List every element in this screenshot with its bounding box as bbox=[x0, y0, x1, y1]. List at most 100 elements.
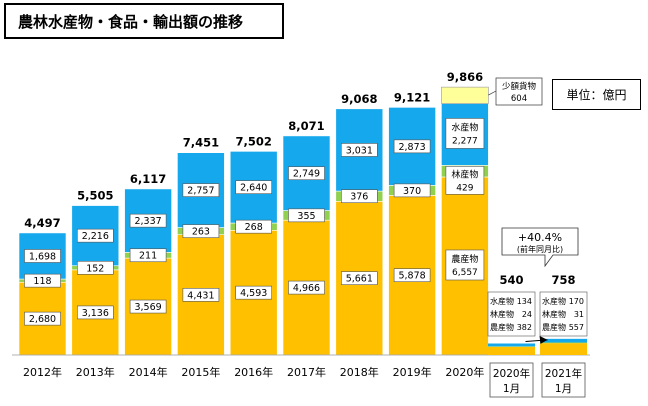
monthly-bar-forest bbox=[488, 346, 535, 347]
monthly-bar-fish bbox=[488, 343, 535, 347]
growth-percent-label: +40.4% bbox=[518, 231, 562, 244]
growth-sub-label: (前年同月比) bbox=[517, 244, 563, 254]
total-label: 7,451 bbox=[183, 136, 219, 150]
growth-arrow-head bbox=[539, 335, 548, 344]
monthly-series-name: 水産物 bbox=[490, 296, 514, 306]
value-label-fish: 2,873 bbox=[398, 142, 425, 153]
value-label-box bbox=[77, 305, 114, 320]
x-tick-label: 2019年 bbox=[393, 365, 432, 379]
x-tick-label: 2013年 bbox=[76, 365, 115, 379]
forest-2020-box bbox=[445, 166, 485, 195]
monthly-series-value: 382 bbox=[517, 323, 532, 332]
unit-label: 単位：億円 bbox=[552, 79, 641, 110]
monthly-bar-forest bbox=[540, 342, 587, 344]
small-cargo-leader bbox=[488, 90, 497, 96]
value-label-box bbox=[340, 271, 378, 285]
monthly-series-name: 農産物 bbox=[542, 322, 566, 332]
forest-2020-value: 429 bbox=[456, 183, 473, 193]
x-tick-label: 2012年 bbox=[23, 365, 62, 379]
monthly-series-name: 農産物 bbox=[490, 322, 514, 332]
total-label: 9,121 bbox=[394, 90, 430, 104]
total-label: 5,505 bbox=[77, 189, 113, 203]
value-label-fish: 2,337 bbox=[134, 216, 161, 227]
monthly-series-value: 557 bbox=[569, 323, 584, 332]
value-label-fish: 1,698 bbox=[29, 251, 56, 262]
value-label-fish: 2,216 bbox=[82, 231, 109, 242]
monthly-x-label-box bbox=[489, 362, 534, 398]
value-label-box bbox=[77, 260, 114, 275]
value-label-fish: 2,640 bbox=[240, 183, 267, 194]
chart-title: 農林水産物・食品・輸出額の推移 bbox=[4, 3, 284, 39]
growth-callout-bubble bbox=[501, 227, 579, 268]
value-label-box bbox=[288, 166, 325, 181]
x-tick-label: 2018年 bbox=[340, 365, 379, 379]
monthly-bar-fish bbox=[540, 338, 587, 343]
value-label-forest: 118 bbox=[33, 276, 51, 287]
monthly-series-name: 水産物 bbox=[542, 296, 566, 306]
small-cargo-value: 604 bbox=[511, 94, 527, 104]
monthly-x-label-month: 1月 bbox=[503, 383, 520, 395]
monthly-series-value: 24 bbox=[522, 310, 532, 319]
monthly-bar-agri bbox=[488, 346, 535, 355]
x-tick-label: 2015年 bbox=[181, 365, 220, 379]
value-label-forest: 268 bbox=[245, 222, 263, 233]
x-tick-label: 2017年 bbox=[287, 365, 326, 379]
monthly-series-value: 134 bbox=[517, 297, 532, 306]
monthly-value-box bbox=[539, 291, 588, 337]
value-label-box bbox=[129, 213, 167, 228]
value-label-forest: 211 bbox=[139, 251, 157, 262]
value-label-box bbox=[393, 139, 431, 154]
bar-small-cargo bbox=[441, 86, 489, 104]
agri-2020-box bbox=[445, 249, 485, 281]
value-label-box bbox=[235, 219, 272, 234]
monthly-x-label-box bbox=[541, 362, 586, 398]
total-label: 7,502 bbox=[236, 134, 272, 148]
fish-2020-value: 2,277 bbox=[452, 136, 478, 146]
small-cargo-label: 少額貨物 bbox=[502, 81, 537, 92]
agri-2020-value: 6,557 bbox=[452, 268, 478, 278]
value-label-agri: 4,431 bbox=[187, 290, 214, 301]
value-label-box bbox=[24, 311, 61, 326]
value-label-box bbox=[340, 189, 378, 203]
monthly-bar-agri bbox=[540, 343, 587, 355]
value-label-forest: 370 bbox=[403, 186, 421, 197]
value-label-forest: 376 bbox=[350, 192, 368, 203]
fish-2020-box bbox=[445, 118, 485, 149]
x-tick-label: 2020年 bbox=[445, 365, 484, 379]
monthly-x-label-year: 2020年 bbox=[493, 367, 530, 380]
value-label-forest: 152 bbox=[86, 263, 104, 274]
forest-2020-name: 林産物 bbox=[451, 168, 478, 180]
total-label: 4,497 bbox=[24, 216, 60, 230]
monthly-total-label: 758 bbox=[551, 273, 575, 287]
value-label-forest: 355 bbox=[297, 211, 315, 222]
monthly-series-name: 林産物 bbox=[490, 309, 514, 319]
value-label-box bbox=[182, 183, 220, 197]
value-label-box bbox=[182, 288, 220, 302]
total-label: 9,866 bbox=[447, 70, 483, 84]
value-label-box bbox=[182, 224, 220, 238]
value-label-agri: 3,569 bbox=[134, 302, 161, 313]
value-label-box bbox=[24, 249, 61, 263]
fish-2020-name: 水産物 bbox=[451, 121, 478, 133]
value-label-agri: 5,661 bbox=[346, 274, 373, 285]
value-label-agri: 4,593 bbox=[240, 288, 267, 299]
monthly-x-label-month: 1月 bbox=[555, 383, 572, 395]
value-label-box bbox=[288, 280, 325, 295]
total-label: 9,068 bbox=[341, 92, 377, 106]
monthly-total-label: 540 bbox=[499, 273, 523, 287]
value-label-box bbox=[393, 183, 431, 198]
value-label-box bbox=[340, 143, 378, 157]
value-label-fish: 2,749 bbox=[293, 169, 320, 180]
value-label-fish: 3,031 bbox=[346, 145, 373, 156]
x-tick-label: 2014年 bbox=[129, 365, 168, 379]
monthly-series-value: 31 bbox=[574, 310, 584, 319]
value-label-agri: 2,680 bbox=[29, 314, 56, 325]
agri-2020-name: 農産物 bbox=[451, 253, 478, 265]
value-label-fish: 2,757 bbox=[187, 186, 214, 197]
monthly-value-box bbox=[487, 291, 536, 337]
monthly-x-label-year: 2021年 bbox=[545, 367, 582, 380]
monthly-series-value: 170 bbox=[569, 297, 584, 306]
total-label: 6,117 bbox=[130, 172, 166, 186]
value-label-box bbox=[129, 299, 167, 314]
x-tick-label: 2016年 bbox=[234, 365, 273, 379]
